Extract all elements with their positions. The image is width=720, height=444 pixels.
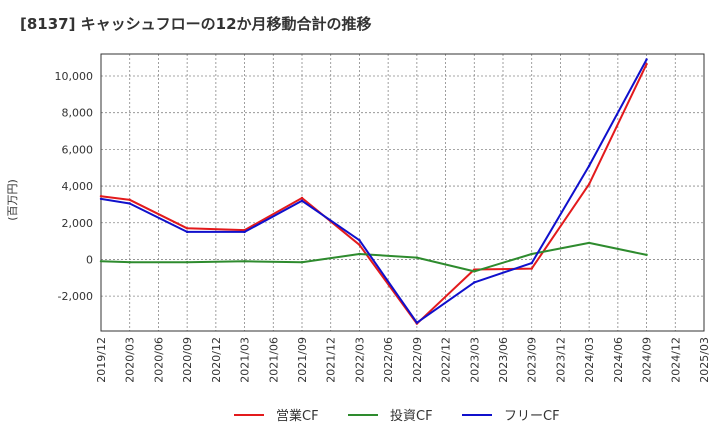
x-tick-label: 2025/03 (698, 337, 711, 383)
data-point (473, 281, 476, 284)
y-tick-label: 6,000 (62, 143, 94, 156)
data-point (645, 62, 648, 66)
y-axis-label: (百万円) (6, 179, 19, 221)
x-tick-label: 2021/09 (296, 337, 309, 383)
data-point (587, 164, 591, 168)
x-tick-label: 2022/12 (440, 337, 453, 383)
x-tick-label: 2019/12 (95, 337, 108, 383)
x-tick-label: 2022/06 (382, 337, 395, 383)
data-point (645, 58, 648, 61)
x-tick-label: 2020/12 (210, 337, 223, 383)
data-point (415, 321, 419, 324)
series-layer (99, 58, 648, 325)
series-line-営業CF (100, 63, 648, 325)
data-point (99, 194, 103, 198)
x-tick-label: 2024/12 (669, 337, 682, 383)
data-point (530, 252, 533, 256)
x-tick-label: 2023/03 (468, 337, 481, 383)
data-point (185, 230, 189, 234)
y-tick-label: 8,000 (62, 107, 94, 120)
data-point (473, 268, 476, 271)
x-tick-label: 2023/09 (526, 337, 539, 383)
chart-title: [8137] キャッシュフローの12か月移動合計の推移 (20, 15, 372, 33)
data-point (587, 183, 591, 186)
plot-frame (100, 53, 705, 332)
legend-label: 投資CF (390, 408, 433, 424)
data-point (300, 199, 304, 202)
x-tick-label: 2021/03 (239, 337, 252, 383)
data-point (358, 243, 361, 246)
grid-layer (101, 54, 704, 331)
x-tick-label: 2022/03 (353, 337, 366, 383)
data-point (243, 260, 246, 263)
y-tick-label: 4,000 (62, 180, 94, 193)
legend-label: 営業CF (276, 408, 319, 424)
data-point (99, 197, 103, 201)
x-tick-label: 2021/06 (267, 337, 280, 383)
y-tick-label: 0 (86, 253, 93, 266)
x-tick-label: 2023/06 (497, 337, 510, 383)
data-point (185, 261, 189, 264)
x-tick-label: 2024/06 (612, 337, 625, 383)
data-point (99, 260, 103, 263)
data-point (530, 267, 533, 270)
legend-label: フリーCF (504, 409, 560, 424)
y-tick-label: 10,000 (55, 70, 94, 83)
data-point (128, 261, 131, 264)
x-tick-label: 2023/12 (554, 337, 567, 383)
data-point (300, 196, 304, 200)
legend: 営業CF 投資CF フリーCF (234, 408, 560, 424)
data-point (415, 256, 419, 259)
data-point (530, 261, 533, 265)
y-tick-label: 2,000 (62, 217, 94, 230)
data-point (128, 202, 131, 205)
x-tick-label: 2021/12 (325, 337, 338, 383)
x-tick-label: 2020/06 (152, 337, 165, 383)
data-point (645, 253, 648, 257)
data-point (473, 270, 476, 273)
x-tick-label: 2024/09 (641, 337, 654, 383)
data-point (243, 230, 246, 234)
series-line-フリーCF (100, 59, 648, 324)
data-point (300, 261, 304, 264)
x-tick-label: 2020/09 (181, 337, 194, 383)
x-tick-label: 2024/03 (583, 337, 596, 383)
x-tick-label: 2020/03 (124, 337, 137, 383)
data-point (128, 198, 131, 202)
series-line-投資CF (100, 241, 647, 273)
data-point (587, 241, 591, 245)
data-point (358, 252, 361, 256)
x-tick-label: 2022/09 (411, 337, 424, 383)
axis-layer: 2019/12 2020/03 2020/06 2020/09 2020/12 2021/… (55, 53, 711, 383)
data-point (358, 238, 361, 242)
y-tick-label: -2,000 (58, 290, 93, 303)
data-point (185, 227, 189, 230)
